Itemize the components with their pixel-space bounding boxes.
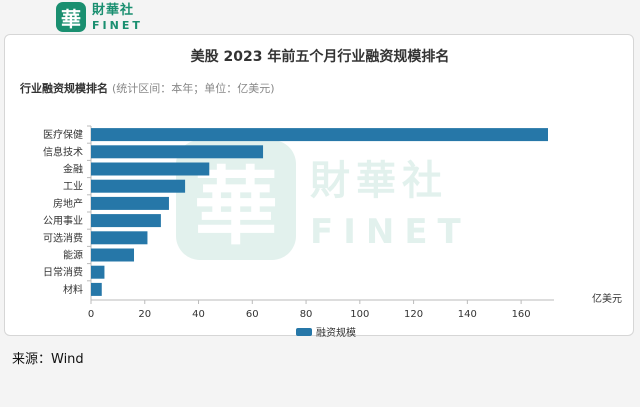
x-tick-label-8: 160 <box>512 309 531 320</box>
x-axis-label: 亿美元 <box>592 292 622 305</box>
bar-7 <box>91 248 135 262</box>
category-label-5: 公用事业 <box>43 214 83 227</box>
category-label-0: 医疗保健 <box>43 128 83 141</box>
x-tick-label-3: 60 <box>246 309 259 320</box>
legend-label: 融资规模 <box>316 328 356 339</box>
category-label-9: 材料 <box>63 283 83 296</box>
category-label-2: 金融 <box>63 163 83 176</box>
x-tick-label-6: 120 <box>404 309 423 320</box>
category-label-3: 工业 <box>63 181 83 193</box>
bar-4 <box>91 196 169 210</box>
bar-8 <box>91 265 105 279</box>
chart-legend[interactable]: 融资规模 <box>296 324 356 339</box>
finet-logo-mark: 華 <box>56 2 86 32</box>
category-label-7: 能源 <box>63 249 83 262</box>
x-tick-label-5: 100 <box>350 309 369 320</box>
legend-swatch <box>296 327 312 336</box>
subtitle-main: 行业融资规模排名 <box>20 82 108 95</box>
logo-name-en: FINET <box>92 18 143 32</box>
bar-6 <box>91 231 148 245</box>
bar-0 <box>91 128 548 142</box>
chart-title: 美股 2023 年前五个月行业融资规模排名 <box>190 49 450 65</box>
x-tick-label-2: 40 <box>192 309 205 320</box>
category-label-8: 日常消费 <box>43 266 83 279</box>
bar-5 <box>91 214 161 228</box>
category-label-1: 信息技术 <box>43 145 83 158</box>
bar-3 <box>91 179 186 193</box>
category-label-6: 可选消费 <box>43 231 83 244</box>
x-tick-label-0: 0 <box>88 309 94 320</box>
x-tick-label-4: 80 <box>300 309 313 320</box>
category-label-4: 房地产 <box>53 197 83 210</box>
bar-2 <box>91 162 210 176</box>
finet-logo: 華 財華社 FINET <box>56 2 143 32</box>
subtitle-note: (统计区间：本年；单位：亿美元) <box>112 82 275 95</box>
logo-name-cn: 財華社 <box>92 2 135 18</box>
x-tick-label-1: 20 <box>138 309 151 320</box>
chart-subtitle: 行业融资规模排名 (统计区间：本年；单位：亿美元) <box>20 80 275 96</box>
bar-1 <box>91 145 264 159</box>
bar-9 <box>91 282 102 296</box>
x-tick-label-7: 140 <box>458 309 477 320</box>
source-note: 来源：Wind <box>12 352 84 367</box>
